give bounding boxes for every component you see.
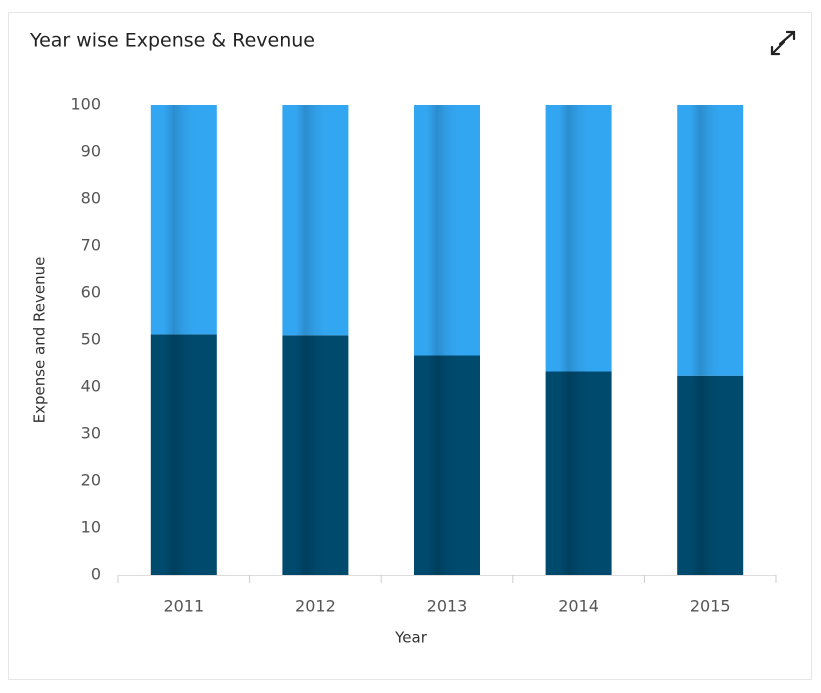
bar-shade bbox=[677, 105, 744, 376]
bar-shade bbox=[414, 105, 480, 356]
x-tick-label: 2014 bbox=[558, 597, 599, 616]
x-tick-label: 2012 bbox=[295, 597, 336, 616]
y-tick-label: 50 bbox=[81, 330, 101, 349]
y-tick-label: 20 bbox=[81, 471, 101, 490]
x-tick-label: 2015 bbox=[690, 597, 731, 616]
bar-shade bbox=[545, 371, 612, 575]
x-tick-label: 2013 bbox=[427, 597, 468, 616]
bar-shade bbox=[150, 105, 217, 335]
bar-shade bbox=[414, 355, 480, 575]
bar-shade bbox=[677, 375, 744, 575]
expand-icon[interactable] bbox=[770, 30, 796, 56]
y-tick-label: 40 bbox=[81, 377, 101, 396]
y-tick-label: 80 bbox=[81, 189, 101, 208]
y-tick-label: 10 bbox=[81, 518, 101, 537]
y-tick-label: 90 bbox=[81, 142, 101, 161]
y-tick-label: 60 bbox=[81, 283, 101, 302]
bar-shade bbox=[282, 335, 349, 575]
bar-shade bbox=[545, 105, 612, 372]
y-axis-title: Expense and Revenue bbox=[31, 257, 49, 424]
x-tick-label: 2011 bbox=[163, 597, 204, 616]
y-tick-label: 100 bbox=[70, 95, 101, 114]
y-tick-label: 70 bbox=[81, 236, 101, 255]
x-axis-title: Year bbox=[394, 629, 428, 647]
y-tick-label: 30 bbox=[81, 424, 101, 443]
chart-title: Year wise Expense & Revenue bbox=[29, 30, 315, 52]
bar-shade bbox=[282, 105, 349, 336]
y-tick-label: 0 bbox=[91, 565, 101, 584]
bar-shade bbox=[150, 334, 217, 575]
